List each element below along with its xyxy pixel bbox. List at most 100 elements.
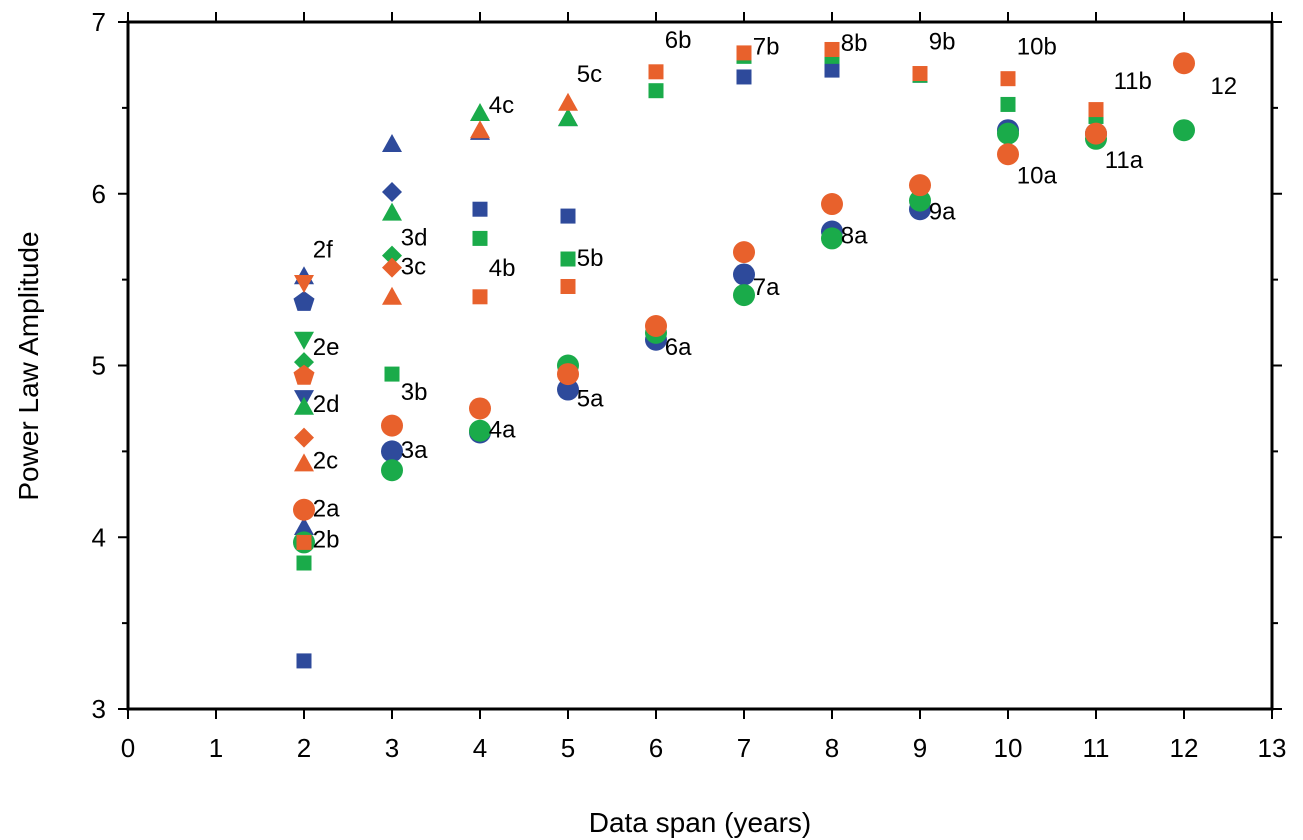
data-point-orange-square: [912, 66, 928, 82]
data-point-blue-pentagon: [293, 291, 315, 311]
point-label-2b: 2b: [313, 527, 340, 554]
data-point-blue-circle: [557, 378, 579, 401]
point-label-11b: 11b: [1114, 68, 1152, 95]
data-point-green-square: [296, 555, 312, 571]
x-tick-label: 3: [385, 733, 399, 763]
point-label-3d: 3d: [401, 224, 428, 251]
data-point-orange-square: [1000, 71, 1016, 87]
data-point-green-diamond: [294, 352, 314, 373]
y-tick-label: 6: [92, 179, 106, 209]
point-label-10a: 10a: [1017, 162, 1058, 189]
data-point-green-square: [384, 366, 400, 382]
data-point-orange-square: [472, 289, 488, 305]
y-tick-label: 5: [92, 351, 106, 381]
data-point-orange-triangle: [294, 453, 314, 472]
data-point-orange-square: [736, 45, 752, 61]
data-point-green-triangle: [294, 396, 314, 415]
x-tick-label: 5: [561, 733, 575, 763]
point-label-2c: 2c: [313, 448, 338, 475]
point-label-4a: 4a: [489, 417, 516, 444]
x-tick-label: 4: [473, 733, 487, 763]
data-point-blue-triangle: [294, 516, 314, 535]
data-point-blue-diamond: [382, 182, 402, 203]
data-point-green-triangle: [470, 103, 490, 122]
point-label-7a: 7a: [753, 274, 780, 301]
x-tick-label: 8: [825, 733, 839, 763]
data-point-green-circle: [381, 459, 403, 482]
point-label-9b: 9b: [929, 28, 956, 55]
data-point-green-square: [472, 230, 488, 246]
x-tick-label: 0: [121, 733, 135, 763]
data-point-green-circle: [469, 419, 491, 442]
data-point-green-circle: [821, 227, 843, 250]
data-point-orange-circle: [469, 397, 491, 420]
data-point-blue-circle: [381, 440, 403, 463]
point-label-3c: 3c: [401, 253, 426, 280]
point-label-7b: 7b: [753, 34, 780, 61]
data-point-orange-square: [560, 278, 576, 294]
data-point-orange-circle: [1173, 52, 1195, 75]
data-point-green-triangle-down: [294, 331, 314, 350]
data-point-blue-triangle: [382, 133, 402, 152]
data-point-orange-pentagon: [293, 364, 315, 385]
data-point-blue-square: [296, 653, 312, 669]
x-axis-title: Data span (years): [589, 807, 812, 838]
point-label-4c: 4c: [489, 92, 514, 119]
data-point-blue-square: [560, 208, 576, 224]
x-tick-label: 7: [737, 733, 751, 763]
x-tick-label: 13: [1258, 733, 1287, 763]
data-point-orange-diamond: [382, 257, 402, 278]
point-label-5a: 5a: [577, 386, 604, 413]
data-point-orange-square: [648, 64, 664, 80]
data-point-blue-square: [824, 62, 840, 78]
data-point-blue-square: [736, 69, 752, 85]
data-point-green-circle: [733, 284, 755, 307]
point-label-6b: 6b: [665, 27, 692, 54]
point-label-8b: 8b: [841, 30, 868, 57]
data-point-orange-triangle: [382, 286, 402, 305]
data-point-orange-circle: [645, 314, 667, 337]
point-label-5b: 5b: [577, 245, 604, 272]
data-point-green-circle: [1173, 119, 1195, 142]
x-tick-label: 2: [297, 733, 311, 763]
data-point-orange-square: [824, 41, 840, 57]
data-point-orange-circle: [293, 498, 315, 521]
point-label-2e: 2e: [313, 334, 340, 361]
data-point-blue-square: [472, 201, 488, 217]
point-label-3a: 3a: [401, 437, 428, 464]
point-label-2f: 2f: [313, 236, 333, 263]
x-tick-label: 12: [1170, 733, 1199, 763]
data-point-green-square: [648, 83, 664, 99]
x-tick-label: 10: [994, 733, 1023, 763]
y-tick-label: 3: [92, 694, 106, 724]
data-point-green-triangle: [558, 108, 578, 127]
data-points: [293, 41, 1195, 669]
data-point-orange-circle: [381, 414, 403, 437]
point-label-3b: 3b: [401, 379, 428, 406]
point-label-11a: 11a: [1105, 147, 1144, 174]
data-point-orange-circle: [909, 174, 931, 197]
x-tick-label: 1: [209, 733, 223, 763]
data-point-orange-diamond: [294, 427, 314, 448]
data-point-orange-circle: [1085, 122, 1107, 145]
point-label-4b: 4b: [489, 255, 516, 282]
data-point-green-circle: [997, 122, 1019, 145]
data-point-orange-triangle-down: [294, 275, 314, 294]
point-label-2a: 2a: [313, 496, 340, 523]
point-label-12: 12: [1210, 73, 1237, 100]
point-label-5c: 5c: [577, 61, 602, 88]
data-point-green-triangle: [382, 202, 402, 221]
x-tick-label: 9: [913, 733, 927, 763]
data-point-orange-triangle: [470, 120, 490, 139]
data-point-orange-circle: [997, 143, 1019, 166]
data-point-orange-circle: [733, 241, 755, 264]
point-label-2d: 2d: [313, 391, 340, 418]
data-point-blue-circle: [733, 263, 755, 286]
point-label-10b: 10b: [1017, 34, 1057, 61]
x-tick-label: 11: [1083, 733, 1110, 763]
point-label-6a: 6a: [665, 334, 692, 361]
data-point-green-circle: [909, 189, 931, 212]
